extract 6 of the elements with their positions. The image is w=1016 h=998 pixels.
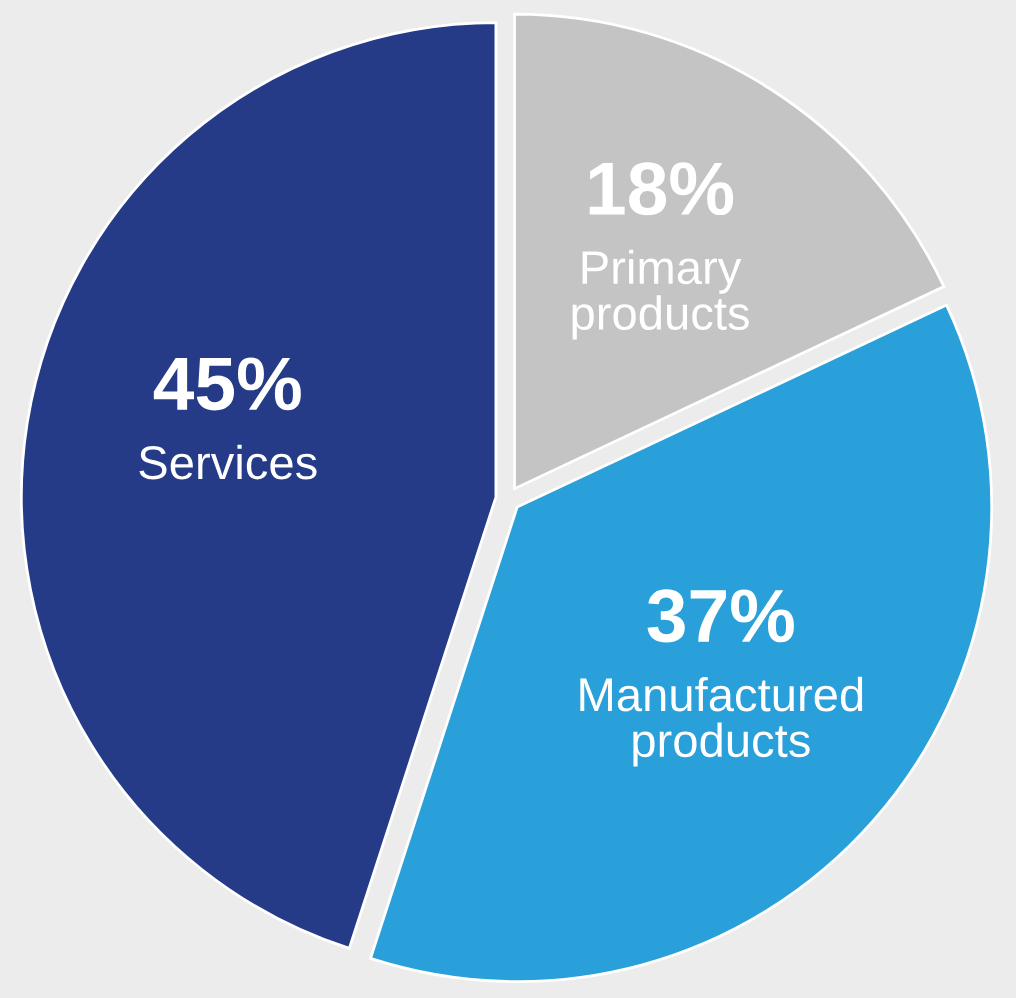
data-label: 45% [153, 357, 301, 411]
slice-label: Services [139, 444, 317, 480]
data-label: 18% [589, 162, 734, 216]
slice-label: Primary products [572, 249, 749, 340]
slice-label: Manufactured products [580, 676, 863, 767]
data-label: 37% [647, 589, 794, 643]
